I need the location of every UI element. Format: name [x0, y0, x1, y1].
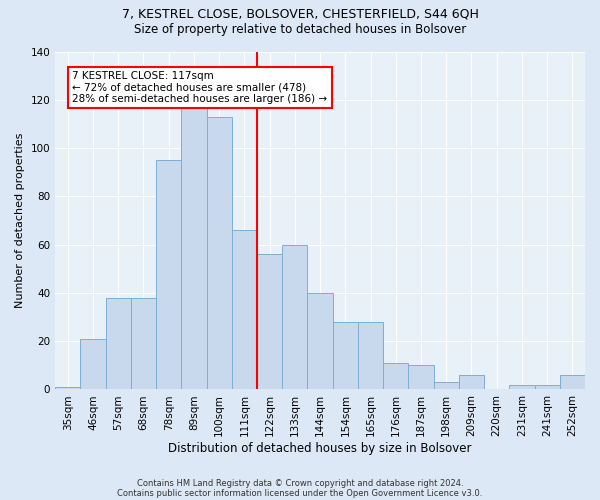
Text: 7, KESTREL CLOSE, BOLSOVER, CHESTERFIELD, S44 6QH: 7, KESTREL CLOSE, BOLSOVER, CHESTERFIELD…	[122, 8, 478, 20]
Text: Size of property relative to detached houses in Bolsover: Size of property relative to detached ho…	[134, 22, 466, 36]
Bar	[358, 322, 383, 390]
Bar	[232, 230, 257, 390]
Y-axis label: Number of detached properties: Number of detached properties	[15, 133, 25, 308]
Bar	[55, 387, 80, 390]
Text: 7 KESTREL CLOSE: 117sqm
← 72% of detached houses are smaller (478)
28% of semi-d: 7 KESTREL CLOSE: 117sqm ← 72% of detache…	[73, 71, 328, 104]
Bar	[535, 384, 560, 390]
Bar	[434, 382, 459, 390]
Bar	[80, 339, 106, 390]
Bar	[106, 298, 131, 390]
Bar	[257, 254, 282, 390]
Bar	[206, 116, 232, 390]
Text: Contains public sector information licensed under the Open Government Licence v3: Contains public sector information licen…	[118, 488, 482, 498]
Bar	[131, 298, 156, 390]
Bar	[332, 322, 358, 390]
Bar	[409, 366, 434, 390]
Bar	[560, 375, 585, 390]
Bar	[383, 363, 409, 390]
Bar	[282, 244, 307, 390]
X-axis label: Distribution of detached houses by size in Bolsover: Distribution of detached houses by size …	[169, 442, 472, 455]
Bar	[181, 104, 206, 390]
Text: Contains HM Land Registry data © Crown copyright and database right 2024.: Contains HM Land Registry data © Crown c…	[137, 478, 463, 488]
Bar	[459, 375, 484, 390]
Bar	[307, 293, 332, 390]
Bar	[509, 384, 535, 390]
Bar	[156, 160, 181, 390]
